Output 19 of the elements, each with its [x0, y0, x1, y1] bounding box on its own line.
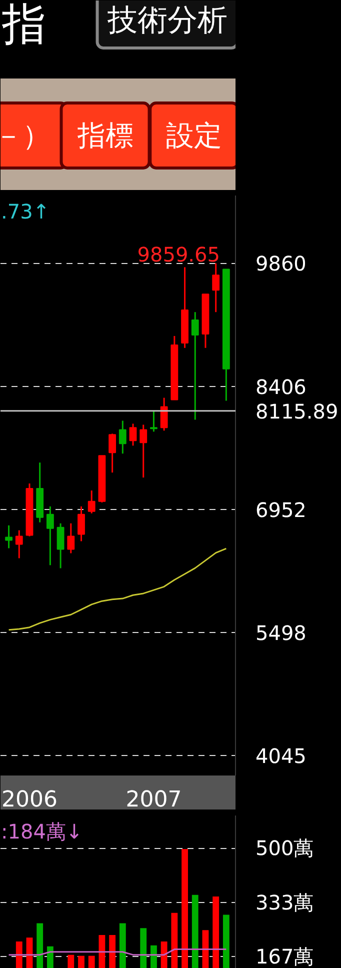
y-tick-label: 500萬 — [256, 836, 314, 860]
y-tick-label: 4045 — [256, 744, 306, 768]
y-tick-label: 8406 — [256, 374, 306, 399]
y-tick-label: 333萬 — [256, 890, 314, 914]
x-tick-label: 2007 — [126, 788, 182, 812]
chart-title: 指 — [0, 0, 46, 50]
text: 設定 — [166, 119, 222, 152]
y-tick-label: 167萬 — [256, 944, 314, 968]
annotation: .73↑ — [1, 200, 50, 224]
text: 技術分析 — [106, 3, 228, 38]
text: 指標 — [76, 119, 134, 152]
annotation: 9859.65 — [137, 242, 220, 266]
text: －） — [0, 119, 51, 152]
annotation: :184萬↓ — [1, 820, 83, 844]
y-tick-label: 9860 — [256, 252, 306, 276]
y-tick-label: 6952 — [256, 498, 306, 522]
x-tick-label: 2006 — [1, 788, 58, 812]
y-tick-label: 5498 — [256, 621, 306, 646]
ref-line-label: 8115.89 — [256, 399, 338, 424]
